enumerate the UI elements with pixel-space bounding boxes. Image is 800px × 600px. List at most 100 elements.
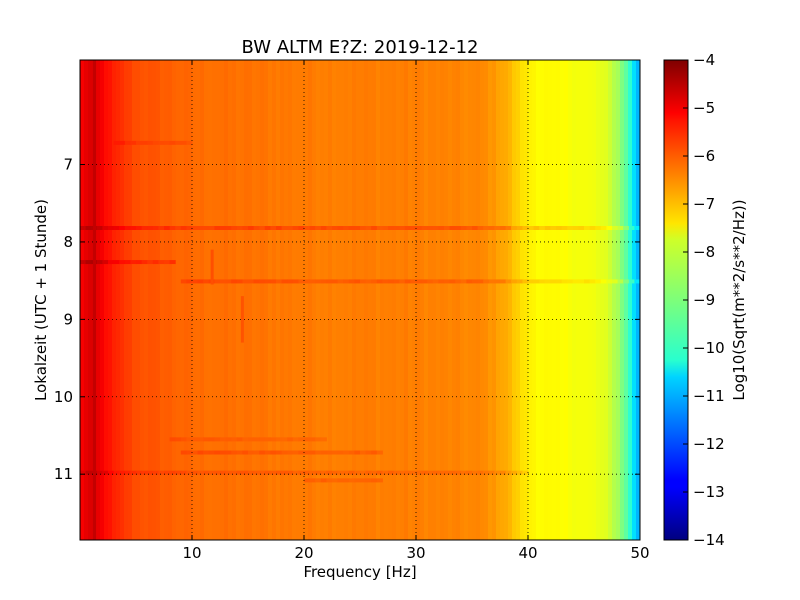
- event-streak: [186, 470, 193, 475]
- event-streak: [404, 470, 411, 475]
- event-streak: [376, 450, 383, 455]
- heatmap-column: [448, 60, 453, 540]
- event-streak: [511, 279, 518, 284]
- event-streak: [455, 279, 462, 284]
- heatmap-column: [392, 60, 397, 540]
- event-streak: [460, 226, 467, 230]
- event-streak: [180, 437, 187, 442]
- event-streak: [589, 226, 596, 230]
- heatmap-column: [316, 60, 321, 540]
- heatmap-column: [540, 60, 545, 540]
- heatmap-column: [160, 60, 165, 540]
- event-streak: [259, 470, 266, 475]
- event-streak: [119, 226, 126, 230]
- heatmap-column: [260, 60, 265, 540]
- heatmap-column: [84, 60, 89, 540]
- heatmap-column: [252, 60, 257, 540]
- heatmap-column: [104, 60, 109, 540]
- y-tick-label: 10: [54, 388, 73, 406]
- colorbar-tick-label: −12: [693, 435, 725, 453]
- vertical-feature: [210, 249, 214, 285]
- event-streak: [270, 437, 277, 442]
- heatmap-column: [116, 60, 121, 540]
- event-streak: [220, 226, 227, 230]
- colorbar-tick-label: −8: [693, 243, 715, 261]
- heatmap-column: [496, 60, 501, 540]
- event-streak: [533, 279, 540, 284]
- event-streak: [253, 437, 260, 442]
- event-streak: [197, 470, 204, 475]
- event-streak: [192, 450, 199, 455]
- heatmap-column: [204, 60, 209, 540]
- event-streak: [320, 437, 327, 442]
- event-streak: [634, 279, 640, 284]
- colorbar-tick-label: −5: [693, 99, 715, 117]
- event-streak: [416, 226, 423, 230]
- event-streak: [477, 226, 484, 230]
- event-streak: [572, 279, 579, 284]
- y-tick-label: 8: [63, 233, 73, 251]
- event-streak: [393, 470, 400, 475]
- heatmap-column: [300, 60, 305, 540]
- event-streak: [466, 279, 473, 284]
- heatmap-column: [400, 60, 405, 540]
- heatmap-column: [236, 60, 241, 540]
- heatmap-column: [420, 60, 425, 540]
- heatmap-column: [436, 60, 441, 540]
- event-streak: [141, 226, 148, 230]
- heatmap-column: [396, 60, 401, 540]
- event-streak: [438, 226, 445, 230]
- event-streak: [208, 470, 215, 475]
- heatmap-column: [636, 60, 640, 540]
- event-streak: [371, 226, 378, 230]
- event-streak: [186, 279, 193, 284]
- event-streak: [488, 470, 495, 475]
- x-tick-label: 10: [182, 544, 201, 562]
- event-streak: [320, 478, 327, 483]
- event-streak: [281, 470, 288, 475]
- heatmap-column: [348, 60, 353, 540]
- event-streak: [371, 478, 378, 483]
- event-streak: [298, 470, 305, 475]
- event-streak: [494, 279, 501, 284]
- event-streak: [511, 226, 518, 230]
- x-tick-label: 50: [630, 544, 649, 562]
- x-tick-label: 20: [294, 544, 313, 562]
- event-streak: [544, 226, 551, 230]
- event-streak: [136, 140, 143, 145]
- event-streak: [522, 470, 529, 475]
- event-streak: [477, 470, 484, 475]
- x-axis-ticks: 10 20 30 40 50: [182, 60, 650, 562]
- event-streak: [320, 279, 327, 284]
- event-streak: [315, 450, 322, 455]
- event-streak: [276, 450, 283, 455]
- event-streak: [522, 279, 529, 284]
- event-streak: [248, 226, 255, 230]
- event-streak: [197, 450, 204, 455]
- event-streak: [192, 279, 199, 284]
- event-streak: [119, 140, 126, 145]
- heatmap-column: [500, 60, 505, 540]
- heatmap-column: [272, 60, 277, 540]
- event-streak: [404, 279, 411, 284]
- heatmap-column: [384, 60, 389, 540]
- event-streak: [281, 437, 288, 442]
- event-streak: [505, 226, 512, 230]
- event-streak: [360, 478, 367, 483]
- event-streak: [292, 437, 299, 442]
- event-streak: [208, 437, 215, 442]
- event-streak: [113, 470, 120, 475]
- heatmap-column: [468, 60, 473, 540]
- event-streak: [455, 470, 462, 475]
- event-streak: [326, 470, 333, 475]
- y-axis-ticks: 7 8 9 10 11: [54, 156, 640, 483]
- heatmap-column: [176, 60, 181, 540]
- heatmap-column: [88, 60, 93, 540]
- event-streak: [231, 470, 238, 475]
- event-streak: [287, 450, 294, 455]
- event-streak: [600, 279, 607, 284]
- event-streak: [292, 450, 299, 455]
- event-streak: [326, 450, 333, 455]
- heatmap-column: [148, 60, 153, 540]
- event-streak: [292, 470, 299, 475]
